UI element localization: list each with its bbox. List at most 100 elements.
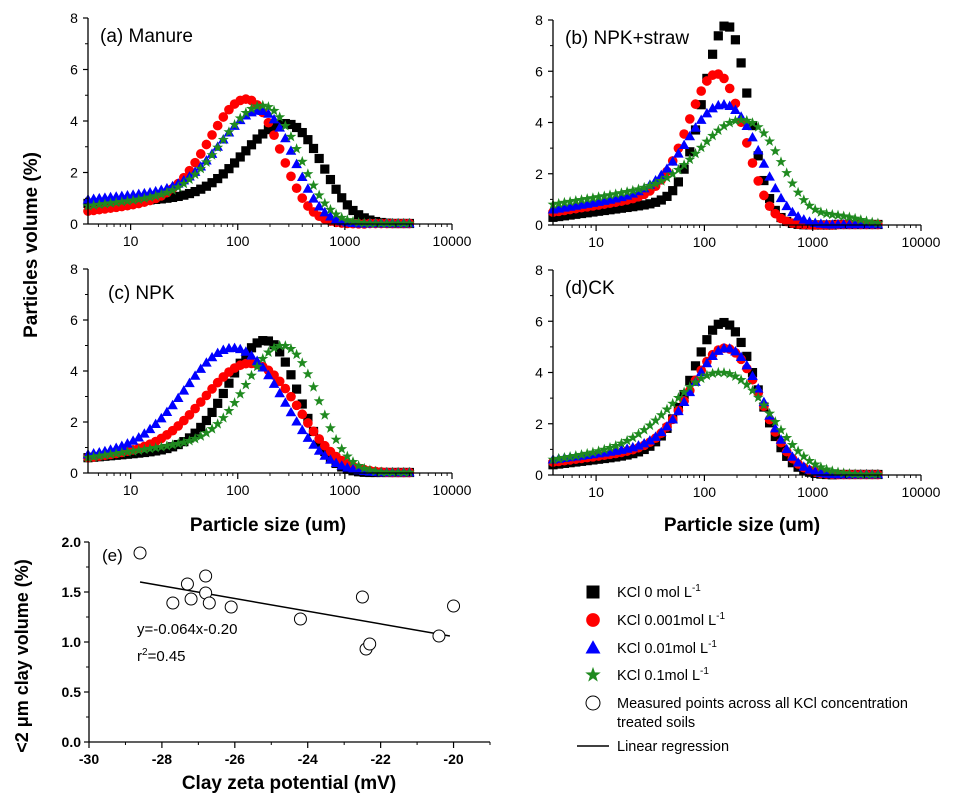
data-point	[241, 146, 251, 156]
data-point	[553, 197, 565, 209]
data-point	[684, 153, 696, 165]
data-point	[291, 183, 302, 194]
data-point	[240, 346, 252, 356]
data-point	[678, 139, 690, 150]
data-point	[291, 348, 303, 360]
data-point	[234, 112, 246, 123]
y-axis-label-particles-volume: Particles volume (%)	[21, 152, 42, 338]
data-point	[292, 122, 302, 133]
data-point	[257, 99, 269, 111]
data-point	[616, 203, 627, 213]
data-point	[212, 347, 223, 357]
data-point	[280, 132, 291, 143]
data-point	[804, 199, 815, 211]
data-point	[787, 451, 798, 461]
data-point	[610, 440, 622, 451]
legend-label: KCl 0.1mol L-1	[617, 666, 709, 684]
data-point	[655, 409, 667, 420]
data-point	[133, 432, 145, 442]
data-point	[263, 369, 274, 380]
measured-point	[432, 629, 446, 643]
legend-label-continued: treated soils	[617, 715, 695, 731]
data-point	[684, 381, 696, 392]
data-point	[638, 181, 650, 193]
data-point	[234, 343, 246, 354]
data-point	[314, 434, 324, 444]
data-point	[262, 346, 274, 358]
data-point	[105, 448, 117, 460]
data-point	[684, 114, 695, 124]
data-point	[196, 184, 206, 194]
series-star	[82, 339, 415, 478]
series-triangle	[547, 342, 884, 479]
data-point	[116, 196, 128, 207]
data-point	[201, 357, 212, 367]
y-tick-label: 8	[70, 10, 78, 26]
data-point	[139, 447, 149, 458]
legend-marker-square	[586, 585, 600, 599]
data-point	[781, 432, 793, 443]
data-point	[667, 397, 679, 409]
data-point	[297, 193, 308, 203]
data-point	[775, 434, 787, 444]
data-point	[582, 208, 592, 218]
data-point	[587, 446, 599, 458]
y-tick-label: 4	[70, 363, 78, 379]
x-axis-label-left: Particle size (um)	[190, 515, 346, 536]
legend-label: KCl 0.001mol L-1	[617, 611, 725, 629]
data-point	[195, 162, 207, 174]
data-point	[725, 22, 735, 32]
data-point	[122, 438, 133, 448]
measured-point	[133, 546, 147, 560]
data-point	[313, 395, 325, 406]
x-axis-label-right: Particle size (um)	[664, 515, 820, 536]
data-point	[229, 397, 241, 408]
data-point	[650, 431, 661, 441]
data-point	[308, 143, 319, 154]
data-point	[690, 147, 701, 159]
data-point	[593, 445, 605, 456]
x-tick-label: 10	[588, 484, 604, 500]
data-point	[735, 114, 747, 125]
data-point	[274, 111, 286, 122]
data-point	[212, 120, 223, 131]
data-point	[195, 149, 206, 159]
data-point	[274, 376, 285, 387]
data-point	[155, 441, 167, 452]
legend-marker-circle	[586, 613, 600, 627]
data-point	[611, 204, 621, 214]
data-point	[581, 193, 593, 204]
data-point	[144, 442, 156, 454]
data-point	[308, 381, 319, 392]
data-point	[775, 156, 787, 167]
regression-line	[139, 581, 451, 637]
data-point	[764, 171, 775, 181]
data-point	[872, 468, 884, 480]
data-point	[758, 127, 770, 138]
data-point	[319, 197, 331, 208]
data-point	[263, 108, 274, 118]
y-tick-label: 0.5	[62, 684, 82, 700]
data-point	[246, 350, 257, 360]
data-point	[684, 386, 696, 397]
data-point	[719, 73, 729, 84]
y-tick-label: 0	[70, 465, 78, 481]
x-tick-label: -20	[443, 751, 463, 767]
data-point	[781, 167, 793, 178]
data-point	[730, 345, 741, 356]
data-point	[347, 456, 359, 467]
data-point	[184, 435, 195, 446]
data-point	[286, 391, 296, 402]
data-point	[268, 378, 280, 388]
x-tick-label: 1000	[329, 482, 360, 498]
data-point	[240, 107, 252, 118]
data-point	[570, 450, 582, 461]
data-point	[189, 370, 201, 380]
data-point	[661, 420, 673, 431]
data-point	[598, 443, 610, 455]
legend-label: KCl 0 mol L-1	[617, 583, 701, 601]
data-point	[644, 180, 656, 191]
data-point	[707, 130, 719, 141]
legend-marker-star	[585, 666, 601, 682]
data-point	[765, 193, 775, 204]
